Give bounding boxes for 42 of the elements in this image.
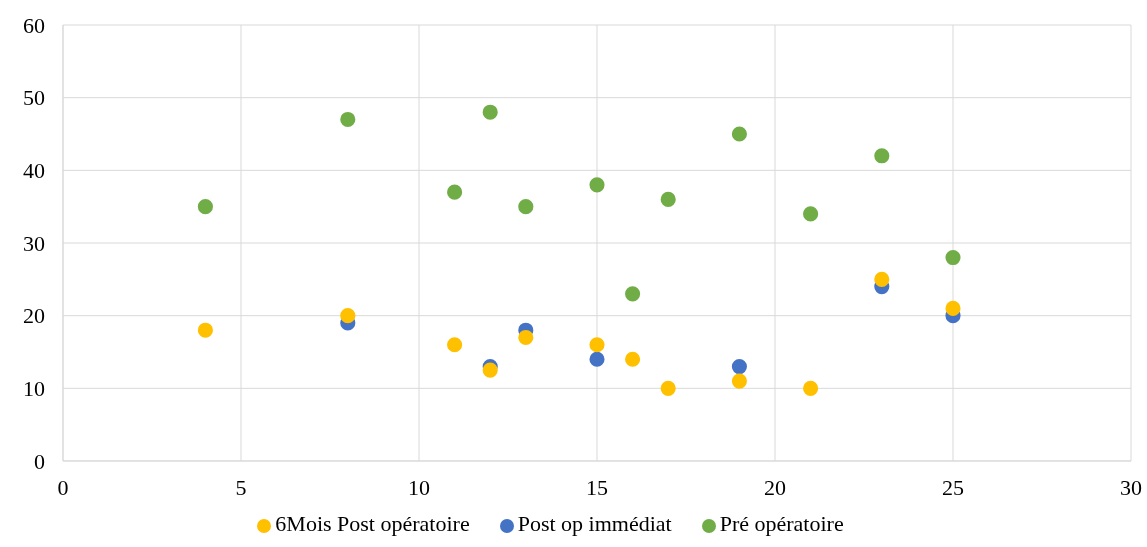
y-tick-label: 0 (34, 448, 45, 474)
x-tick-label: 15 (586, 474, 608, 500)
point (518, 329, 534, 346)
point (625, 351, 641, 367)
y-tick-label: 40 (23, 158, 45, 184)
legend-label: Post op immédiat (517, 511, 672, 536)
point (589, 177, 605, 193)
x-tick-label: 20 (764, 474, 786, 500)
legend-label: 6Mois Post opératoire (275, 511, 470, 536)
y-tick-label: 60 (23, 12, 45, 38)
point (340, 308, 356, 324)
y-tick-label: 20 (23, 303, 45, 329)
point (874, 271, 890, 287)
point (731, 373, 747, 389)
x-tick-label: 5 (235, 474, 247, 500)
x-tick-label: 0 (57, 474, 69, 500)
point (945, 300, 961, 316)
point (197, 322, 213, 338)
x-tick-label: 30 (1120, 474, 1142, 500)
point (731, 358, 747, 375)
y-tick-label: 30 (23, 230, 45, 256)
point (731, 126, 747, 142)
point (518, 199, 534, 215)
point (482, 104, 498, 120)
point (447, 337, 463, 353)
point (660, 191, 676, 207)
point (803, 206, 819, 222)
point (625, 286, 641, 302)
y-tick-label: 50 (23, 85, 45, 111)
point (340, 111, 356, 128)
point (197, 199, 213, 215)
point (945, 249, 961, 266)
point (447, 184, 463, 200)
y-tick-label: 10 (23, 376, 45, 402)
point (589, 351, 605, 367)
point (660, 380, 676, 396)
legend-label: Pré opératoire (719, 511, 844, 536)
point (803, 380, 819, 396)
point (589, 337, 605, 353)
point (874, 148, 890, 164)
x-tick-label: 10 (408, 474, 430, 500)
x-tick-label: 25 (942, 474, 964, 500)
